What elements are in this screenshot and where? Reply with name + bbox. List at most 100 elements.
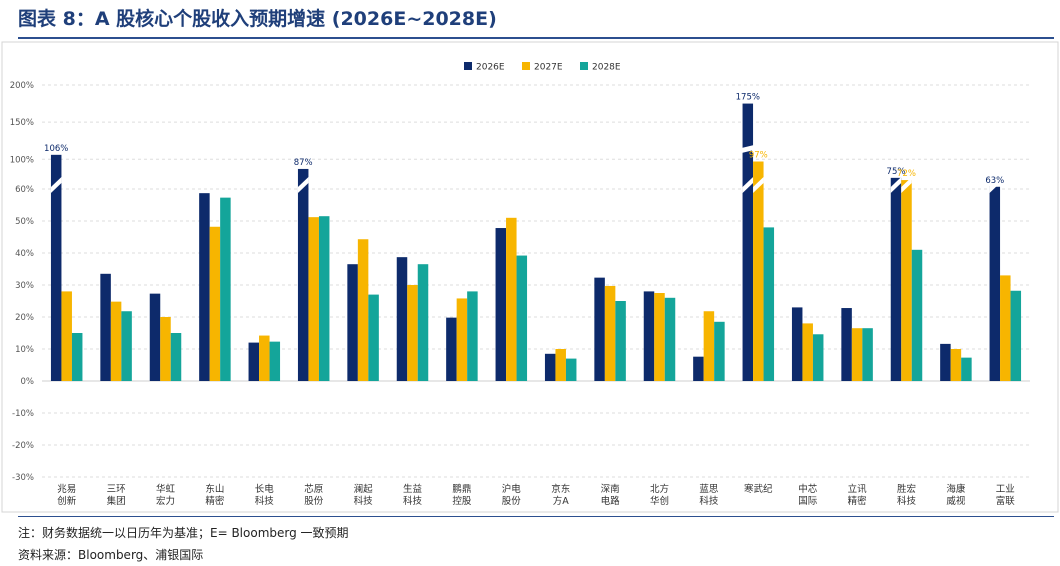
x-tick-label: 澜起 bbox=[354, 484, 374, 495]
x-tick-label: 科技 bbox=[255, 495, 275, 507]
bar-2028e-16 bbox=[862, 328, 873, 381]
x-tick-label: 生益 bbox=[403, 483, 423, 495]
axis-break-gap bbox=[889, 145, 903, 153]
x-tick-label: 集团 bbox=[107, 495, 126, 507]
y-tick-label: 40% bbox=[15, 249, 34, 259]
legend-swatch bbox=[580, 62, 588, 70]
figure-title: 图表 8：A 股核心个股收入预期增速 (2026E~2028E) bbox=[18, 8, 497, 30]
bar-2028e-18 bbox=[961, 357, 972, 381]
x-tick-label: 控股 bbox=[452, 495, 472, 507]
bar-2028e-11 bbox=[615, 301, 626, 381]
data-label-2026e-17: 75% bbox=[887, 167, 906, 177]
x-tick-label: 三环 bbox=[107, 484, 126, 495]
bar-2028e-2 bbox=[170, 333, 182, 381]
axis-break-mark bbox=[989, 177, 1001, 193]
bar-2026e-9 bbox=[495, 228, 507, 381]
bar-2026e-1 bbox=[100, 273, 111, 381]
bar-2028e-13 bbox=[714, 321, 725, 381]
data-label-2027e-17: 72% bbox=[897, 169, 916, 179]
x-tick-label: 深南 bbox=[601, 483, 620, 495]
bar-2028e-3 bbox=[220, 197, 231, 381]
bar-2027e-11 bbox=[604, 285, 616, 381]
x-tick-label: 股份 bbox=[502, 495, 522, 507]
bar-2028e-8 bbox=[467, 291, 478, 381]
bar-2026e-17 bbox=[890, 177, 902, 381]
axis-break-gap bbox=[741, 145, 755, 153]
x-tick-label: 科技 bbox=[897, 495, 917, 507]
revenue-growth-chart: 2026E 2027E 2028E 200% 150% 100% 60% 50% 40% 30%… bbox=[1, 41, 1059, 513]
x-axis: 兆易创新三环集团华虹宏力东山精密长电科技芯原股份澜起科技生益科技鹏鼎控股沪电股份… bbox=[57, 483, 1015, 507]
bar-2028e-6 bbox=[368, 294, 379, 381]
bar-2028e-14 bbox=[763, 227, 775, 381]
legend-swatch bbox=[522, 62, 530, 70]
legend-label: 2027E bbox=[534, 63, 563, 73]
bar-2028e-15 bbox=[812, 334, 824, 381]
x-tick-label: 科技 bbox=[403, 495, 423, 507]
bar-2027e-0 bbox=[61, 291, 72, 381]
bar-2027e-1 bbox=[110, 301, 122, 381]
bar-2027e-12 bbox=[654, 293, 665, 381]
bar-2027e-9 bbox=[506, 217, 517, 381]
bar-2028e-1 bbox=[121, 311, 132, 381]
x-tick-label: 电路 bbox=[601, 495, 621, 507]
bar-2028e-4 bbox=[269, 341, 281, 381]
axis-break-mark bbox=[901, 177, 912, 193]
y-tick-label: 150% bbox=[10, 118, 34, 128]
x-tick-label: 鹏鼎 bbox=[452, 483, 471, 495]
y-tick-label: 10% bbox=[15, 345, 34, 355]
axis-break-gap bbox=[49, 145, 63, 153]
y-tick-label: 30% bbox=[15, 281, 34, 291]
bar-2027e-13 bbox=[703, 311, 715, 381]
figure-source: 资料来源：Bloomberg、浦银国际 bbox=[18, 548, 204, 562]
y-tick-label: 0% bbox=[21, 377, 35, 387]
axis-break-gap bbox=[988, 145, 1002, 153]
bar-2026e-10 bbox=[544, 353, 556, 381]
bar-2026e-7 bbox=[396, 257, 408, 381]
bar-2026e-5 bbox=[297, 168, 309, 381]
bar-2026e-2 bbox=[149, 293, 161, 381]
bar-2026e-16 bbox=[841, 308, 852, 381]
bar-2027e-14 bbox=[753, 161, 764, 381]
x-tick-label: 工业 bbox=[996, 484, 1015, 495]
bar-2027e-4 bbox=[259, 335, 270, 381]
x-tick-label: 国际 bbox=[798, 496, 818, 507]
bars bbox=[49, 103, 1022, 382]
x-tick-label: 寒武纪 bbox=[744, 483, 773, 495]
x-tick-label: 东山 bbox=[205, 483, 224, 495]
y-tick-label: 100% bbox=[10, 155, 34, 165]
x-tick-label: 精密 bbox=[205, 495, 225, 507]
x-tick-label: 股份 bbox=[304, 495, 324, 507]
data-label-2026e-5: 87% bbox=[294, 158, 313, 168]
bar-2028e-5 bbox=[318, 216, 330, 381]
bar-2028e-19 bbox=[1010, 290, 1022, 381]
axis-break-gap bbox=[752, 145, 765, 153]
legend-label: 2026E bbox=[476, 63, 505, 73]
bar-2026e-18 bbox=[940, 343, 951, 381]
bar-2026e-3 bbox=[199, 193, 210, 381]
x-tick-label: 胜宏 bbox=[897, 483, 916, 495]
x-tick-label: 立讯 bbox=[848, 483, 868, 495]
bar-2026e-13 bbox=[693, 356, 704, 381]
bar-2026e-15 bbox=[791, 307, 803, 381]
footer-rule bbox=[18, 516, 1054, 517]
data-label-2026e-19: 63% bbox=[985, 176, 1004, 186]
bar-2027e-6 bbox=[357, 239, 369, 381]
axis-break-mark bbox=[50, 177, 62, 193]
x-tick-label: 海康 bbox=[946, 483, 966, 495]
bar-2027e-3 bbox=[209, 226, 221, 381]
x-tick-label: 科技 bbox=[354, 495, 374, 507]
bar-2028e-17 bbox=[911, 249, 923, 381]
x-tick-label: 科技 bbox=[699, 495, 719, 507]
chart-legend: 2026E 2027E 2028E bbox=[464, 62, 621, 73]
bar-2027e-7 bbox=[407, 285, 418, 381]
axis-break-mark bbox=[742, 177, 754, 193]
axis-break-mark bbox=[890, 177, 902, 193]
bar-2026e-12 bbox=[643, 291, 655, 381]
bar-2028e-10 bbox=[565, 358, 577, 381]
x-tick-label: 中芯 bbox=[798, 483, 818, 495]
bar-2026e-19 bbox=[989, 186, 1001, 381]
data-label-2026e-0: 106% bbox=[44, 144, 68, 154]
legend-label: 2028E bbox=[592, 63, 621, 73]
bar-2027e-16 bbox=[851, 328, 863, 381]
x-tick-label: 华虹 bbox=[156, 483, 176, 495]
